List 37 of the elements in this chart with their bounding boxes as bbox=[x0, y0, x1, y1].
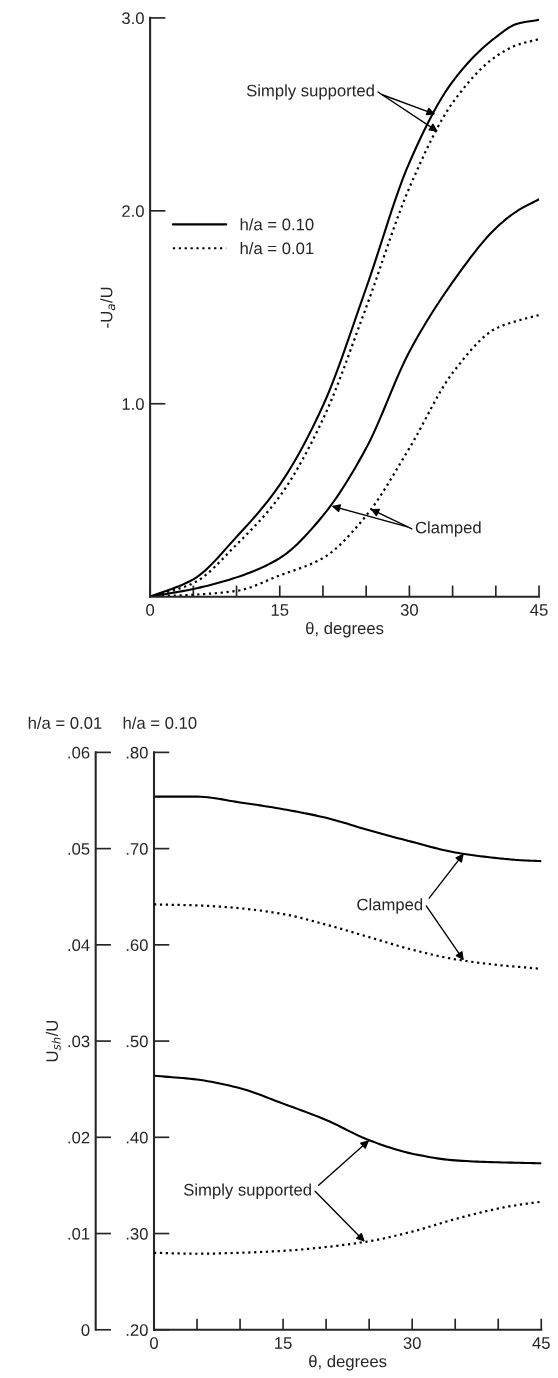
y2-tick-label: 0 bbox=[81, 1324, 90, 1336]
x-tick-label: 0 bbox=[150, 1337, 158, 1349]
legend-label: h/a = 0.01 bbox=[240, 242, 314, 255]
y-tick-label: .20 bbox=[126, 1324, 148, 1336]
y2-tick-label: .01 bbox=[68, 1227, 90, 1240]
x-tick-label: 15 bbox=[271, 604, 289, 616]
y2-tick-label: .03 bbox=[68, 1035, 90, 1048]
y2-tick-label: .02 bbox=[68, 1131, 90, 1144]
annotation: Clamped bbox=[357, 898, 423, 914]
y2-tick-label: .06 bbox=[68, 746, 90, 759]
y-tick-label: 2.0 bbox=[122, 205, 144, 218]
text: h/a = 0.01 bbox=[28, 716, 102, 729]
annotation: Simply supported bbox=[246, 84, 374, 100]
legend-label: h/a = 0.10 bbox=[240, 218, 314, 231]
y-tick-label: .30 bbox=[126, 1227, 148, 1240]
y2-tick-label: .05 bbox=[68, 843, 90, 855]
y-tick-label: 1.0 bbox=[122, 398, 144, 410]
text: h/a = 0.10 bbox=[123, 716, 197, 729]
x-axis-title: θ, degrees bbox=[309, 1355, 387, 1371]
x-tick-label: 15 bbox=[275, 1337, 292, 1349]
y-tick-label: .70 bbox=[126, 843, 148, 855]
x-tick-label: 45 bbox=[530, 604, 548, 616]
x-tick-label: 30 bbox=[403, 1337, 421, 1349]
x-tick-label: 0 bbox=[146, 604, 155, 616]
annotation: Simply supported bbox=[184, 1183, 311, 1199]
annotation: Clamped bbox=[415, 521, 481, 537]
y-tick-label: .40 bbox=[126, 1131, 148, 1144]
y2-axis-title: U$_{sh}$/U bbox=[45, 1020, 61, 1062]
x-axis-title: θ, degrees bbox=[306, 621, 384, 638]
y2-tick-label: .04 bbox=[68, 939, 90, 952]
x-tick-label: 45 bbox=[532, 1337, 550, 1349]
y-axis-title: -U$_{a}$/U bbox=[100, 287, 116, 328]
y-tick-label: .80 bbox=[126, 746, 148, 759]
x-tick-label: 30 bbox=[400, 604, 418, 616]
y-tick-label: .60 bbox=[126, 939, 148, 952]
y-tick-label: .50 bbox=[126, 1035, 148, 1048]
y-tick-label: 3.0 bbox=[122, 12, 144, 25]
